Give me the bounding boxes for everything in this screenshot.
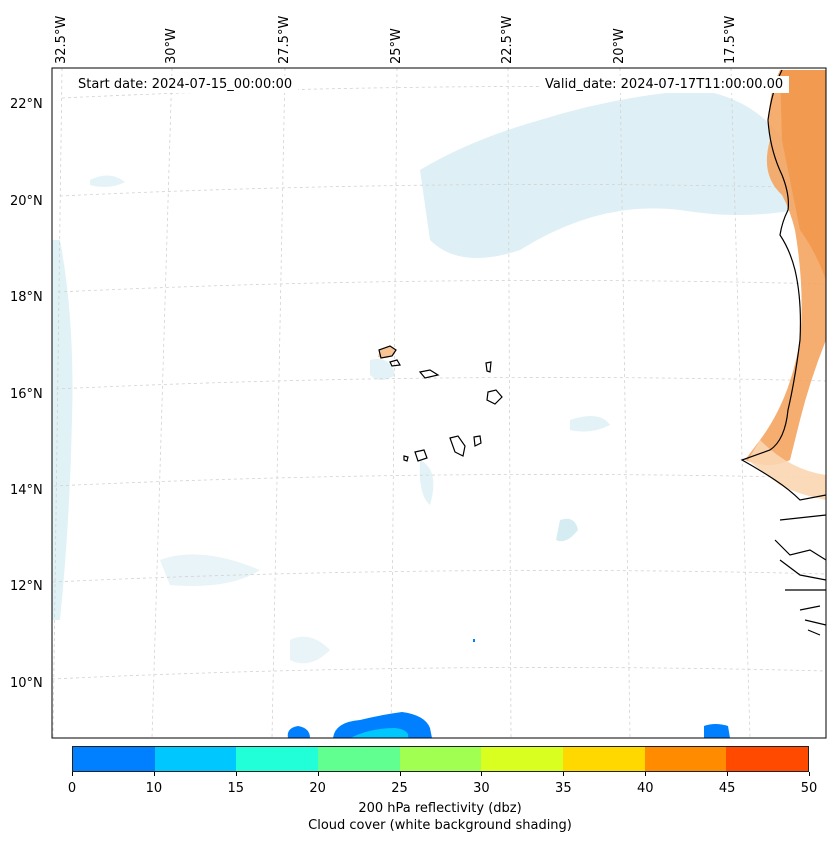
start-date-label: Start date: 2024-07-15_00:00:00 (72, 76, 299, 93)
colorbar-segment (154, 747, 237, 771)
colorbar-tick-mark (317, 772, 319, 776)
colorbar-segment (236, 747, 319, 771)
lat-label: 12°N (10, 579, 43, 594)
colorbar-tick-label: 15 (227, 781, 245, 796)
colorbar-label-cloud-cover: Cloud cover (white background shading) (308, 818, 572, 833)
colorbar-tick-mark (235, 772, 237, 776)
colorbar-tick-label: 10 (145, 781, 163, 796)
colorbar-tick-label: 35 (555, 781, 572, 796)
reflectivity-blobs (287, 639, 730, 738)
lon-label: 17.5°W (723, 15, 738, 64)
colorbar-tick-label: 50 (800, 781, 818, 796)
colorbar-tick-label: 25 (391, 781, 408, 796)
colorbar-label-reflectivity: 200 hPa reflectivity (dbz) (358, 801, 522, 816)
colorbar-tick-mark (481, 772, 483, 776)
map-frame (51, 67, 827, 739)
lat-label: 18°N (10, 290, 43, 305)
lon-label: 22.5°W (500, 15, 515, 64)
lat-label: 14°N (10, 483, 43, 498)
colorbar-tick-mark (645, 772, 647, 776)
colorbar-segment (726, 747, 809, 771)
colorbar-segment (399, 747, 482, 771)
colorbar-tick-mark (563, 772, 565, 776)
graticule (51, 67, 827, 739)
land-shading (378, 70, 826, 500)
lon-label: 30°W (164, 28, 179, 64)
colorbar-tick-mark (399, 772, 401, 776)
colorbar-tick-mark (153, 772, 155, 776)
colorbar-segment (73, 747, 155, 771)
lon-label: 27.5°W (277, 15, 292, 64)
colorbar-tick-mark (72, 772, 73, 776)
colorbar (72, 746, 809, 772)
cloud-cover-shading (52, 90, 795, 664)
colorbar-tick-label: 40 (636, 781, 654, 796)
valid-date-label: Valid_date: 2024-07-17T11:00:00.00 (539, 76, 790, 93)
colorbar-segment (481, 747, 564, 771)
lat-label: 22°N (10, 97, 43, 112)
lon-label: 32.5°W (54, 15, 69, 64)
colorbar-tick-label: 20 (309, 781, 326, 796)
colorbar-tick-label: 0 (67, 781, 77, 796)
lat-label: 16°N (10, 387, 43, 402)
colorbar-segment (563, 747, 645, 771)
colorbar-tick-label: 30 (473, 781, 490, 796)
colorbar-segment (318, 747, 400, 771)
colorbar-tick-mark (809, 772, 810, 776)
lat-label: 20°N (10, 194, 43, 209)
lat-label: 10°N (10, 676, 43, 691)
colorbar-segment (644, 747, 727, 771)
lon-label: 20°W (612, 28, 627, 64)
colorbar-tick-label: 45 (718, 781, 736, 796)
coastlines (378, 69, 827, 636)
lon-label: 25°W (389, 28, 404, 64)
colorbar-tick-mark (727, 772, 729, 776)
